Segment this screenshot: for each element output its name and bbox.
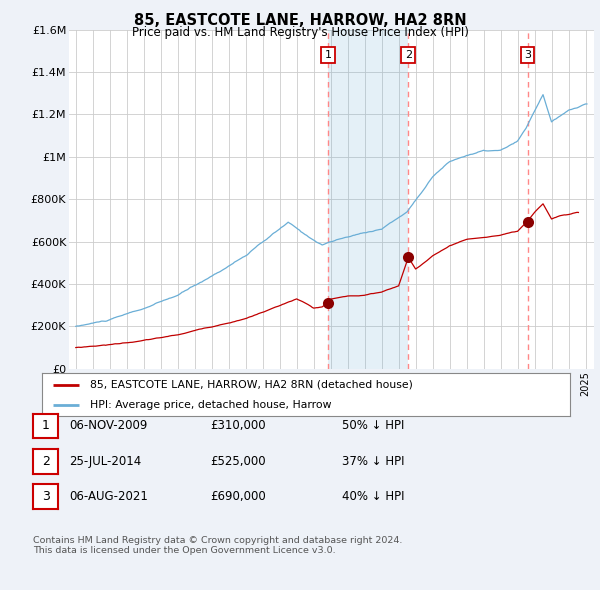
Text: £525,000: £525,000 <box>210 455 266 468</box>
Text: 40% ↓ HPI: 40% ↓ HPI <box>342 490 404 503</box>
Text: £310,000: £310,000 <box>210 419 266 432</box>
Text: Price paid vs. HM Land Registry's House Price Index (HPI): Price paid vs. HM Land Registry's House … <box>131 26 469 39</box>
Text: 37% ↓ HPI: 37% ↓ HPI <box>342 455 404 468</box>
Text: 1: 1 <box>325 50 332 60</box>
Text: 06-AUG-2021: 06-AUG-2021 <box>69 490 148 503</box>
Text: £690,000: £690,000 <box>210 490 266 503</box>
Text: 85, EASTCOTE LANE, HARROW, HA2 8RN: 85, EASTCOTE LANE, HARROW, HA2 8RN <box>134 13 466 28</box>
Text: 85, EASTCOTE LANE, HARROW, HA2 8RN (detached house): 85, EASTCOTE LANE, HARROW, HA2 8RN (deta… <box>89 380 412 390</box>
Text: HPI: Average price, detached house, Harrow: HPI: Average price, detached house, Harr… <box>89 401 331 410</box>
Bar <box>328 30 408 369</box>
Text: 06-NOV-2009: 06-NOV-2009 <box>69 419 148 432</box>
Text: 2: 2 <box>405 50 412 60</box>
Text: 3: 3 <box>41 490 50 503</box>
Text: 25-JUL-2014: 25-JUL-2014 <box>69 455 141 468</box>
Text: Contains HM Land Registry data © Crown copyright and database right 2024.
This d: Contains HM Land Registry data © Crown c… <box>33 536 403 555</box>
Text: 1: 1 <box>41 419 50 432</box>
Text: 2: 2 <box>41 455 50 468</box>
Text: 50% ↓ HPI: 50% ↓ HPI <box>342 419 404 432</box>
Text: 3: 3 <box>524 50 531 60</box>
